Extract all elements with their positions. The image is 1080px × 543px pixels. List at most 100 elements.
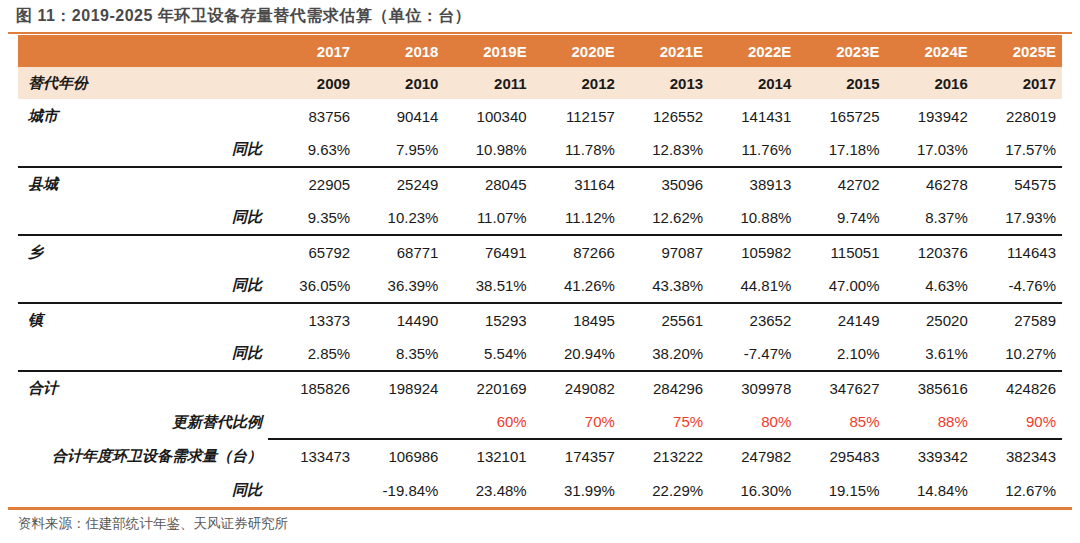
data-cell: 12.83% bbox=[621, 133, 709, 167]
data-cell: 132101 bbox=[444, 439, 532, 473]
replace-year-cell: 2013 bbox=[621, 67, 709, 99]
data-cell: 2.10% bbox=[797, 337, 885, 371]
replace-year-cell: 2011 bbox=[444, 67, 532, 99]
data-cell: 8.35% bbox=[356, 337, 444, 371]
yoy-label: 同比 bbox=[18, 201, 268, 235]
data-cell: 68771 bbox=[356, 235, 444, 269]
row-town-yoy: 同比 2.85% 8.35% 5.54% 20.94% 38.20% -7.47… bbox=[18, 337, 1062, 371]
data-cell: 41.26% bbox=[533, 269, 621, 303]
data-cell: 8.37% bbox=[886, 201, 974, 235]
data-cell: 174357 bbox=[533, 439, 621, 473]
data-cell: 382343 bbox=[974, 439, 1062, 473]
data-cell: 105982 bbox=[709, 235, 797, 269]
data-cell: 43.38% bbox=[621, 269, 709, 303]
data-cell: 25020 bbox=[886, 303, 974, 337]
data-cell: 36.39% bbox=[356, 269, 444, 303]
data-cell: 25249 bbox=[356, 167, 444, 201]
data-cell: 247982 bbox=[709, 439, 797, 473]
data-cell: 16.30% bbox=[709, 473, 797, 507]
row-county: 县城 22905 25249 28045 31164 35096 38913 4… bbox=[18, 167, 1062, 201]
data-cell: 17.18% bbox=[797, 133, 885, 167]
data-cell: 100340 bbox=[444, 99, 532, 133]
data-cell bbox=[356, 405, 444, 439]
data-cell: 27589 bbox=[974, 303, 1062, 337]
data-cell: 115051 bbox=[797, 235, 885, 269]
data-cell: 90414 bbox=[356, 99, 444, 133]
data-cell: 10.98% bbox=[444, 133, 532, 167]
data-cell: -7.47% bbox=[709, 337, 797, 371]
figure-title: 图 11：2019-2025 年环卫设备存量替代需求估算（单位：台） bbox=[16, 6, 471, 27]
data-cell bbox=[268, 405, 356, 439]
data-cell: 133473 bbox=[268, 439, 356, 473]
data-cell: 85% bbox=[797, 405, 885, 439]
data-cell: 60% bbox=[444, 405, 532, 439]
data-cell: 35096 bbox=[621, 167, 709, 201]
report-figure-page: 图 11：2019-2025 年环卫设备存量替代需求估算（单位：台） 2017 … bbox=[0, 0, 1080, 543]
data-cell: 25561 bbox=[621, 303, 709, 337]
row-township: 乡 65792 68771 76491 87266 97087 105982 1… bbox=[18, 235, 1062, 269]
data-cell: 7.95% bbox=[356, 133, 444, 167]
row-total: 合计 185826 198924 220169 249082 284296 30… bbox=[18, 371, 1062, 405]
data-cell: 10.88% bbox=[709, 201, 797, 235]
data-cell: 42702 bbox=[797, 167, 885, 201]
data-cell: 46278 bbox=[886, 167, 974, 201]
data-cell: 424826 bbox=[974, 371, 1062, 405]
row-annual-demand-yoy: 同比 -19.84% 23.48% 31.99% 22.29% 16.30% 1… bbox=[18, 473, 1062, 507]
data-cell: 3.61% bbox=[886, 337, 974, 371]
replace-year-cell: 2010 bbox=[356, 67, 444, 99]
data-cell: 87266 bbox=[533, 235, 621, 269]
data-cell: 31.99% bbox=[533, 473, 621, 507]
data-cell: 10.23% bbox=[356, 201, 444, 235]
table-container: 2017 2018 2019E 2020E 2021E 2022E 2023E … bbox=[8, 32, 1072, 510]
row-county-yoy: 同比 9.35% 10.23% 11.07% 11.12% 12.62% 10.… bbox=[18, 201, 1062, 235]
data-cell: 9.35% bbox=[268, 201, 356, 235]
data-cell: 47.00% bbox=[797, 269, 885, 303]
data-cell: 4.63% bbox=[886, 269, 974, 303]
replace-year-cell: 2015 bbox=[797, 67, 885, 99]
row-label: 乡 bbox=[18, 235, 268, 269]
data-cell: 23652 bbox=[709, 303, 797, 337]
data-cell: 347627 bbox=[797, 371, 885, 405]
data-cell: 18495 bbox=[533, 303, 621, 337]
data-cell: 76491 bbox=[444, 235, 532, 269]
yoy-label: 同比 bbox=[18, 473, 268, 507]
year-header-cell: 2017 bbox=[268, 35, 356, 67]
data-cell: 88% bbox=[886, 405, 974, 439]
data-cell: -19.84% bbox=[356, 473, 444, 507]
data-cell: 309978 bbox=[709, 371, 797, 405]
data-cell: 2.85% bbox=[268, 337, 356, 371]
row-label: 城市 bbox=[18, 99, 268, 133]
data-cell: 220169 bbox=[444, 371, 532, 405]
data-cell: 11.78% bbox=[533, 133, 621, 167]
data-cell: 12.62% bbox=[621, 201, 709, 235]
row-city: 城市 83756 90414 100340 112157 126552 1414… bbox=[18, 99, 1062, 133]
data-cell: 9.63% bbox=[268, 133, 356, 167]
yoy-label: 同比 bbox=[18, 269, 268, 303]
data-cell: 54575 bbox=[974, 167, 1062, 201]
data-cell: 106986 bbox=[356, 439, 444, 473]
source-note: 资料来源：住建部统计年鉴、天风证券研究所 bbox=[18, 515, 288, 533]
replace-year-cell: 2017 bbox=[974, 67, 1062, 99]
data-cell: 11.76% bbox=[709, 133, 797, 167]
year-header-cell: 2025E bbox=[974, 35, 1062, 67]
year-header-cell: 2021E bbox=[621, 35, 709, 67]
row-label: 镇 bbox=[18, 303, 268, 337]
data-cell: 15293 bbox=[444, 303, 532, 337]
data-cell: 112157 bbox=[533, 99, 621, 133]
data-cell: 141431 bbox=[709, 99, 797, 133]
data-cell: 65792 bbox=[268, 235, 356, 269]
row-label: 县城 bbox=[18, 167, 268, 201]
data-cell: 9.74% bbox=[797, 201, 885, 235]
data-cell: 17.57% bbox=[974, 133, 1062, 167]
data-cell: 11.12% bbox=[533, 201, 621, 235]
data-cell: 36.05% bbox=[268, 269, 356, 303]
data-cell: 120376 bbox=[886, 235, 974, 269]
replace-year-cell: 2012 bbox=[533, 67, 621, 99]
data-cell: 70% bbox=[533, 405, 621, 439]
year-header-cell: 2024E bbox=[886, 35, 974, 67]
replace-year-label: 替代年份 bbox=[18, 67, 268, 99]
data-cell bbox=[268, 473, 356, 507]
data-cell: 165725 bbox=[797, 99, 885, 133]
year-header-cell: 2022E bbox=[709, 35, 797, 67]
data-cell: 24149 bbox=[797, 303, 885, 337]
